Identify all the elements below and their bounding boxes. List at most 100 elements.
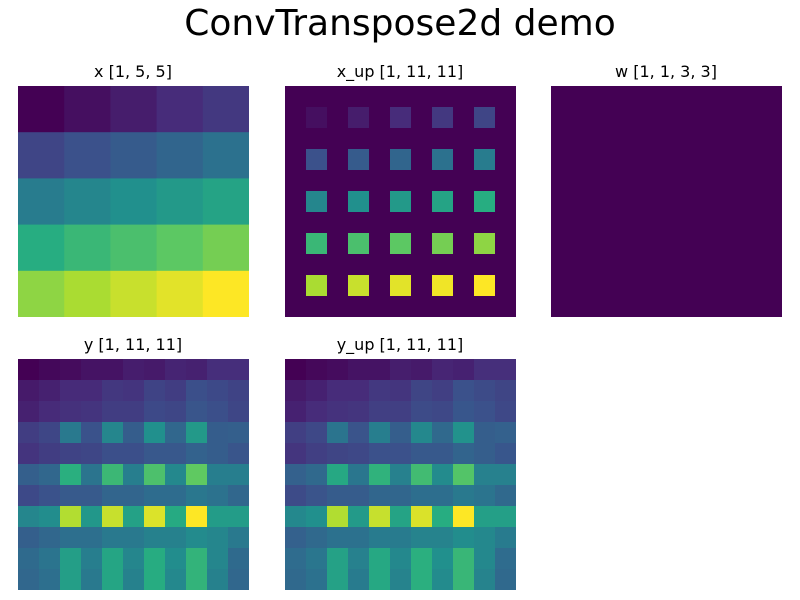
heatmap-cell: [144, 401, 166, 423]
heatmap-cell: [369, 296, 391, 317]
heatmap-cell: [306, 422, 328, 444]
heatmap-cell: [186, 527, 208, 549]
heatmap-cell: [60, 422, 82, 444]
heatmap-cell: [102, 464, 124, 486]
heatmap-cell: [411, 275, 433, 297]
heatmap-cell: [64, 132, 111, 179]
heatmap-cell: [348, 548, 370, 570]
heatmap-cell: [123, 380, 145, 402]
heatmap-cell: [165, 401, 187, 423]
heatmap-cell: [411, 107, 433, 129]
heatmap-cell: [432, 527, 454, 549]
heatmap-cell: [411, 401, 433, 423]
heatmap-cell: [165, 380, 187, 402]
heatmap-cell: [495, 107, 516, 129]
heatmap-cell: [495, 443, 516, 465]
heatmap-cell: [551, 163, 629, 241]
heatmap-cell: [228, 401, 249, 423]
heatmap-cell: [390, 254, 412, 276]
heatmap-cell: [348, 443, 370, 465]
heatmap-cell: [453, 506, 475, 528]
heatmap-cell: [64, 178, 111, 226]
heatmap-cell: [306, 464, 328, 486]
heatmap-cell: [453, 485, 475, 507]
heatmap-cell: [327, 128, 349, 150]
heatmap-cell: [390, 506, 412, 528]
heatmap-cell: [348, 128, 370, 150]
heatmap-cell: [453, 212, 475, 234]
heatmap-cell: [348, 422, 370, 444]
heatmap-cell: [102, 485, 124, 507]
heatmap-cell: [81, 548, 103, 570]
heatmap-cell: [186, 485, 208, 507]
heatmap-cell: [495, 380, 516, 402]
heatmap-cell: [495, 527, 516, 549]
heatmap-y-up: [285, 359, 516, 590]
heatmap-cell: [495, 191, 516, 213]
heatmap-cell: [60, 464, 82, 486]
heatmap-cell: [453, 254, 475, 276]
heatmap-cell: [551, 86, 629, 164]
heatmap-cell: [165, 527, 187, 549]
heatmap-cell: [123, 506, 145, 528]
heatmap-cell: [705, 240, 782, 317]
heatmap-cell: [81, 464, 103, 486]
heatmap-cell: [306, 212, 328, 234]
heatmap-cell: [39, 422, 61, 444]
heatmap-cell: [285, 380, 307, 402]
heatmap-cell: [411, 380, 433, 402]
heatmap-cell: [348, 170, 370, 192]
heatmap-cell: [551, 240, 629, 317]
heatmap-cell: [348, 506, 370, 528]
heatmap-cell: [306, 254, 328, 276]
panel-title-x: x [1, 5, 5]: [94, 62, 172, 81]
heatmap-cell: [144, 380, 166, 402]
heatmap-cell: [411, 569, 433, 590]
heatmap-cell: [432, 275, 454, 297]
heatmap-cell: [628, 240, 706, 317]
heatmap-cell: [228, 422, 249, 444]
heatmap-cell: [18, 506, 40, 528]
heatmap-cell: [327, 359, 349, 381]
heatmap-cell: [285, 485, 307, 507]
heatmap-cell: [474, 86, 496, 108]
heatmap-x: [18, 86, 249, 317]
heatmap-cell: [474, 569, 496, 590]
heatmap-cell: [453, 233, 475, 255]
heatmap-cell: [165, 506, 187, 528]
heatmap-cell: [285, 86, 307, 108]
heatmap-cell: [81, 485, 103, 507]
heatmap-cell: [348, 233, 370, 255]
heatmap-cell: [306, 107, 328, 129]
heatmap-cell: [453, 443, 475, 465]
heatmap-cell: [102, 422, 124, 444]
heatmap-cell: [285, 359, 307, 381]
heatmap-cell: [306, 170, 328, 192]
heatmap-cell: [432, 86, 454, 108]
heatmap-cell: [327, 170, 349, 192]
heatmap-cell: [202, 86, 249, 133]
heatmap-cell: [102, 506, 124, 528]
heatmap-cell: [81, 401, 103, 423]
heatmap-cell: [432, 401, 454, 423]
heatmap-cell: [411, 149, 433, 171]
heatmap-cell: [327, 233, 349, 255]
heatmap-cell: [186, 359, 208, 381]
heatmap-cell: [306, 86, 328, 108]
heatmap-cell: [306, 569, 328, 590]
heatmap-cell: [369, 128, 391, 150]
heatmap-cell: [186, 380, 208, 402]
heatmap-cell: [110, 178, 158, 226]
heatmap-cell: [432, 128, 454, 150]
heatmap-cell: [348, 86, 370, 108]
heatmap-cell: [60, 443, 82, 465]
heatmap-cell: [285, 548, 307, 570]
heatmap-cell: [453, 380, 475, 402]
heatmap-cell: [285, 401, 307, 423]
heatmap-cell: [628, 86, 706, 164]
heatmap-cell: [327, 443, 349, 465]
heatmap-cell: [411, 548, 433, 570]
heatmap-cell: [144, 506, 166, 528]
heatmap-cell: [369, 191, 391, 213]
heatmap-cell: [285, 170, 307, 192]
